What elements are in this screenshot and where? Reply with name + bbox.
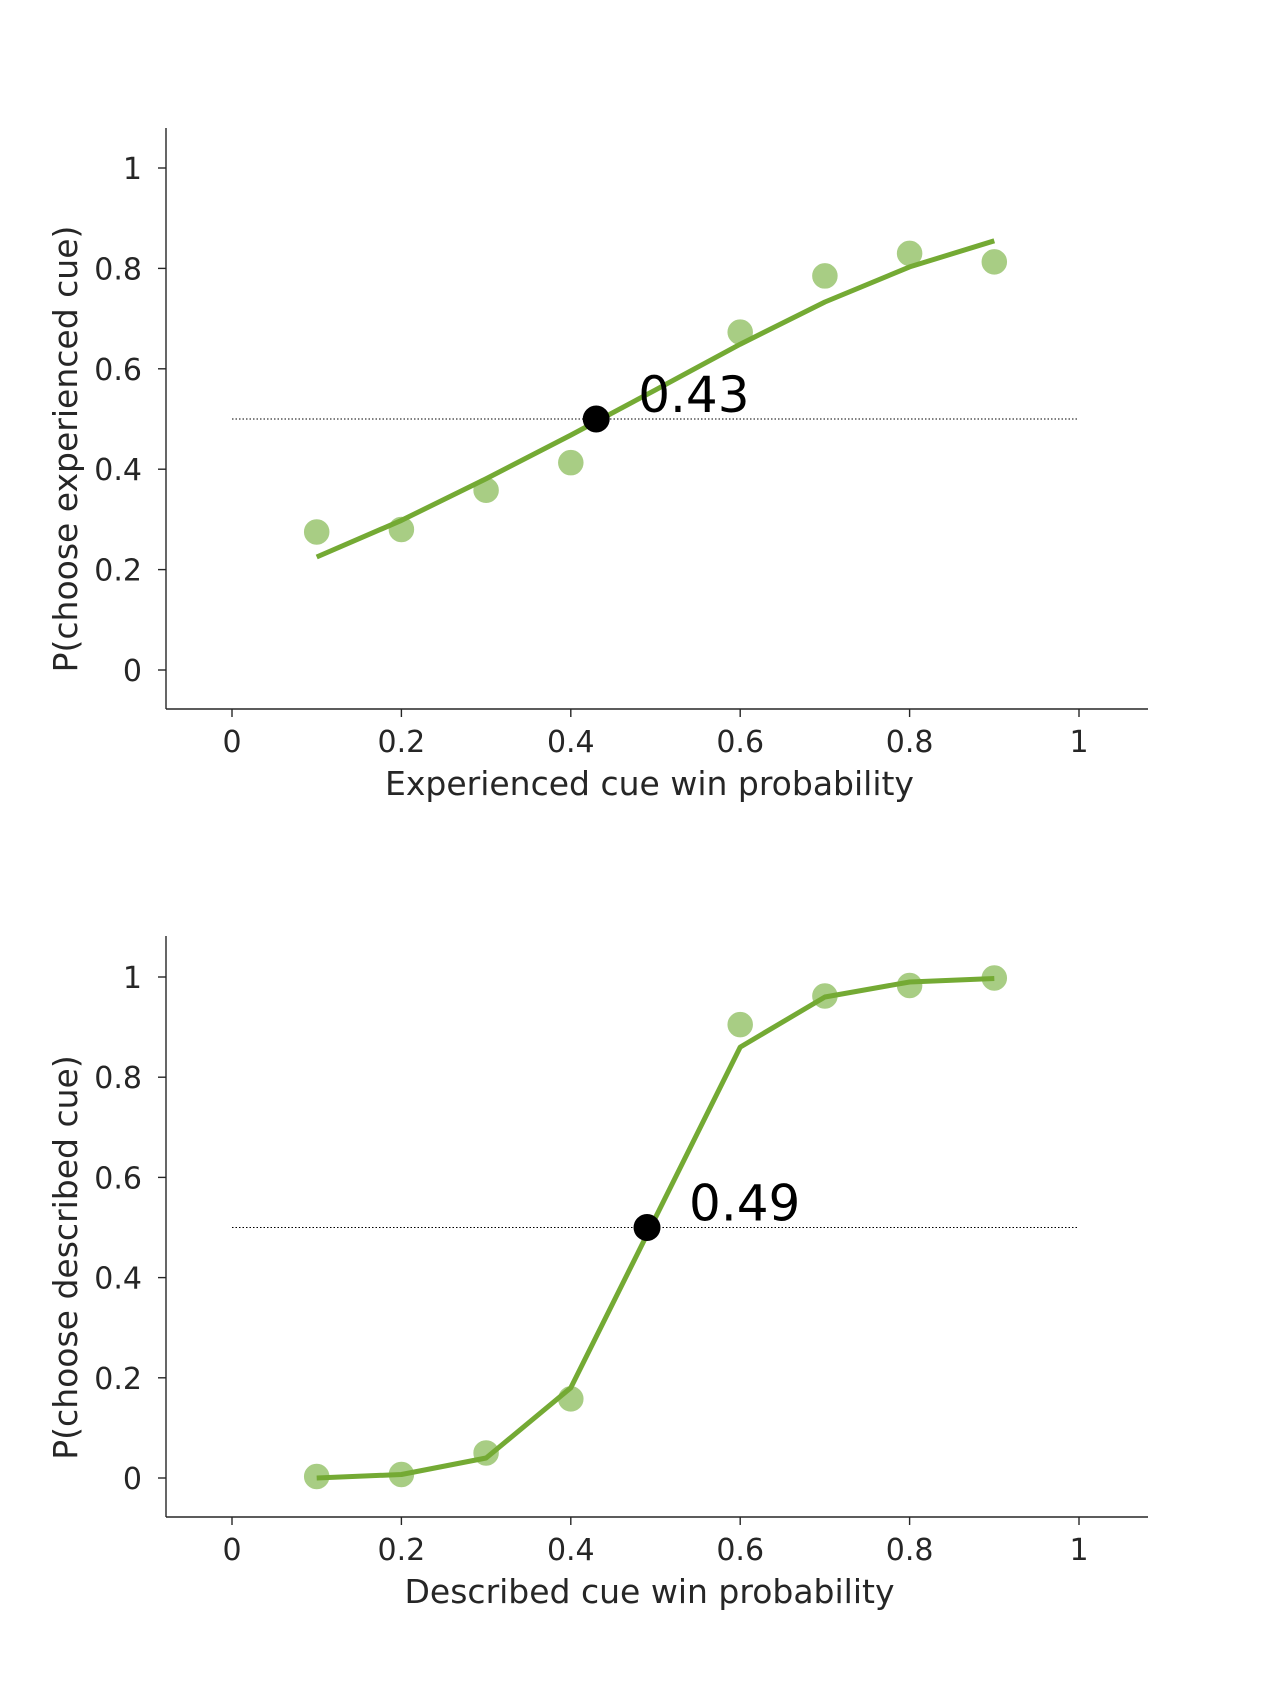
x-tick-label: 0 bbox=[222, 1533, 241, 1568]
x-axis-label: Experienced cue win probability bbox=[385, 764, 914, 803]
x-tick-label: 0 bbox=[222, 725, 241, 760]
x-tick-label: 0.6 bbox=[716, 725, 764, 760]
x-tick-label: 0.2 bbox=[378, 725, 426, 760]
x-tick-label: 1 bbox=[1069, 725, 1088, 760]
y-tick-label: 1 bbox=[123, 961, 142, 996]
x-tick-label: 0.4 bbox=[547, 725, 595, 760]
y-tick-label: 0.2 bbox=[94, 554, 142, 589]
data-point bbox=[302, 517, 331, 547]
x-tick-label: 0.8 bbox=[886, 1533, 934, 1568]
data-point bbox=[810, 261, 840, 291]
y-tick-label: 0 bbox=[123, 654, 142, 689]
fit-line bbox=[315, 238, 996, 560]
described-cue-panel: 0 0.2 0.4 0.6 0.8 1 0 0.2 0.4 0.6 0.8 1 Described cu… bbox=[46, 936, 1148, 1611]
y-tick-label: 0.4 bbox=[94, 453, 142, 488]
x-axis-label: Described cue win probability bbox=[405, 1572, 895, 1611]
y-tick-label: 0.8 bbox=[94, 252, 142, 287]
y-tick-label: 0.6 bbox=[94, 353, 142, 388]
y-tick-label: 0.8 bbox=[94, 1061, 142, 1096]
y-axis-label: P(choose described cue) bbox=[46, 1055, 85, 1459]
y-tick-label: 0.2 bbox=[94, 1362, 142, 1397]
x-tick-label: 0.4 bbox=[547, 1533, 595, 1568]
threshold-point bbox=[633, 1214, 661, 1241]
y-tick-label: 0 bbox=[123, 1462, 142, 1497]
y-tick-label: 0.6 bbox=[94, 1161, 142, 1196]
data-point bbox=[556, 448, 586, 477]
y-tick-label: 1 bbox=[123, 152, 142, 187]
x-tick-label: 0.2 bbox=[378, 1533, 426, 1568]
experienced-cue-panel: 0 0.2 0.4 0.6 0.8 1 0 0.2 0.4 0.6 0.8 1 Experienced … bbox=[46, 128, 1148, 803]
x-tick-label: 0.8 bbox=[886, 725, 934, 760]
x-tick-label: 0.6 bbox=[716, 1533, 764, 1568]
x-tick-label: 1 bbox=[1069, 1533, 1088, 1568]
threshold-point bbox=[582, 405, 610, 433]
data-point bbox=[725, 1010, 755, 1039]
y-axis-label: P(choose experienced cue) bbox=[46, 226, 85, 673]
y-tick-label: 0.4 bbox=[94, 1262, 142, 1297]
threshold-label: 0.43 bbox=[638, 366, 749, 424]
data-point bbox=[980, 247, 1009, 277]
threshold-label: 0.49 bbox=[689, 1175, 800, 1233]
